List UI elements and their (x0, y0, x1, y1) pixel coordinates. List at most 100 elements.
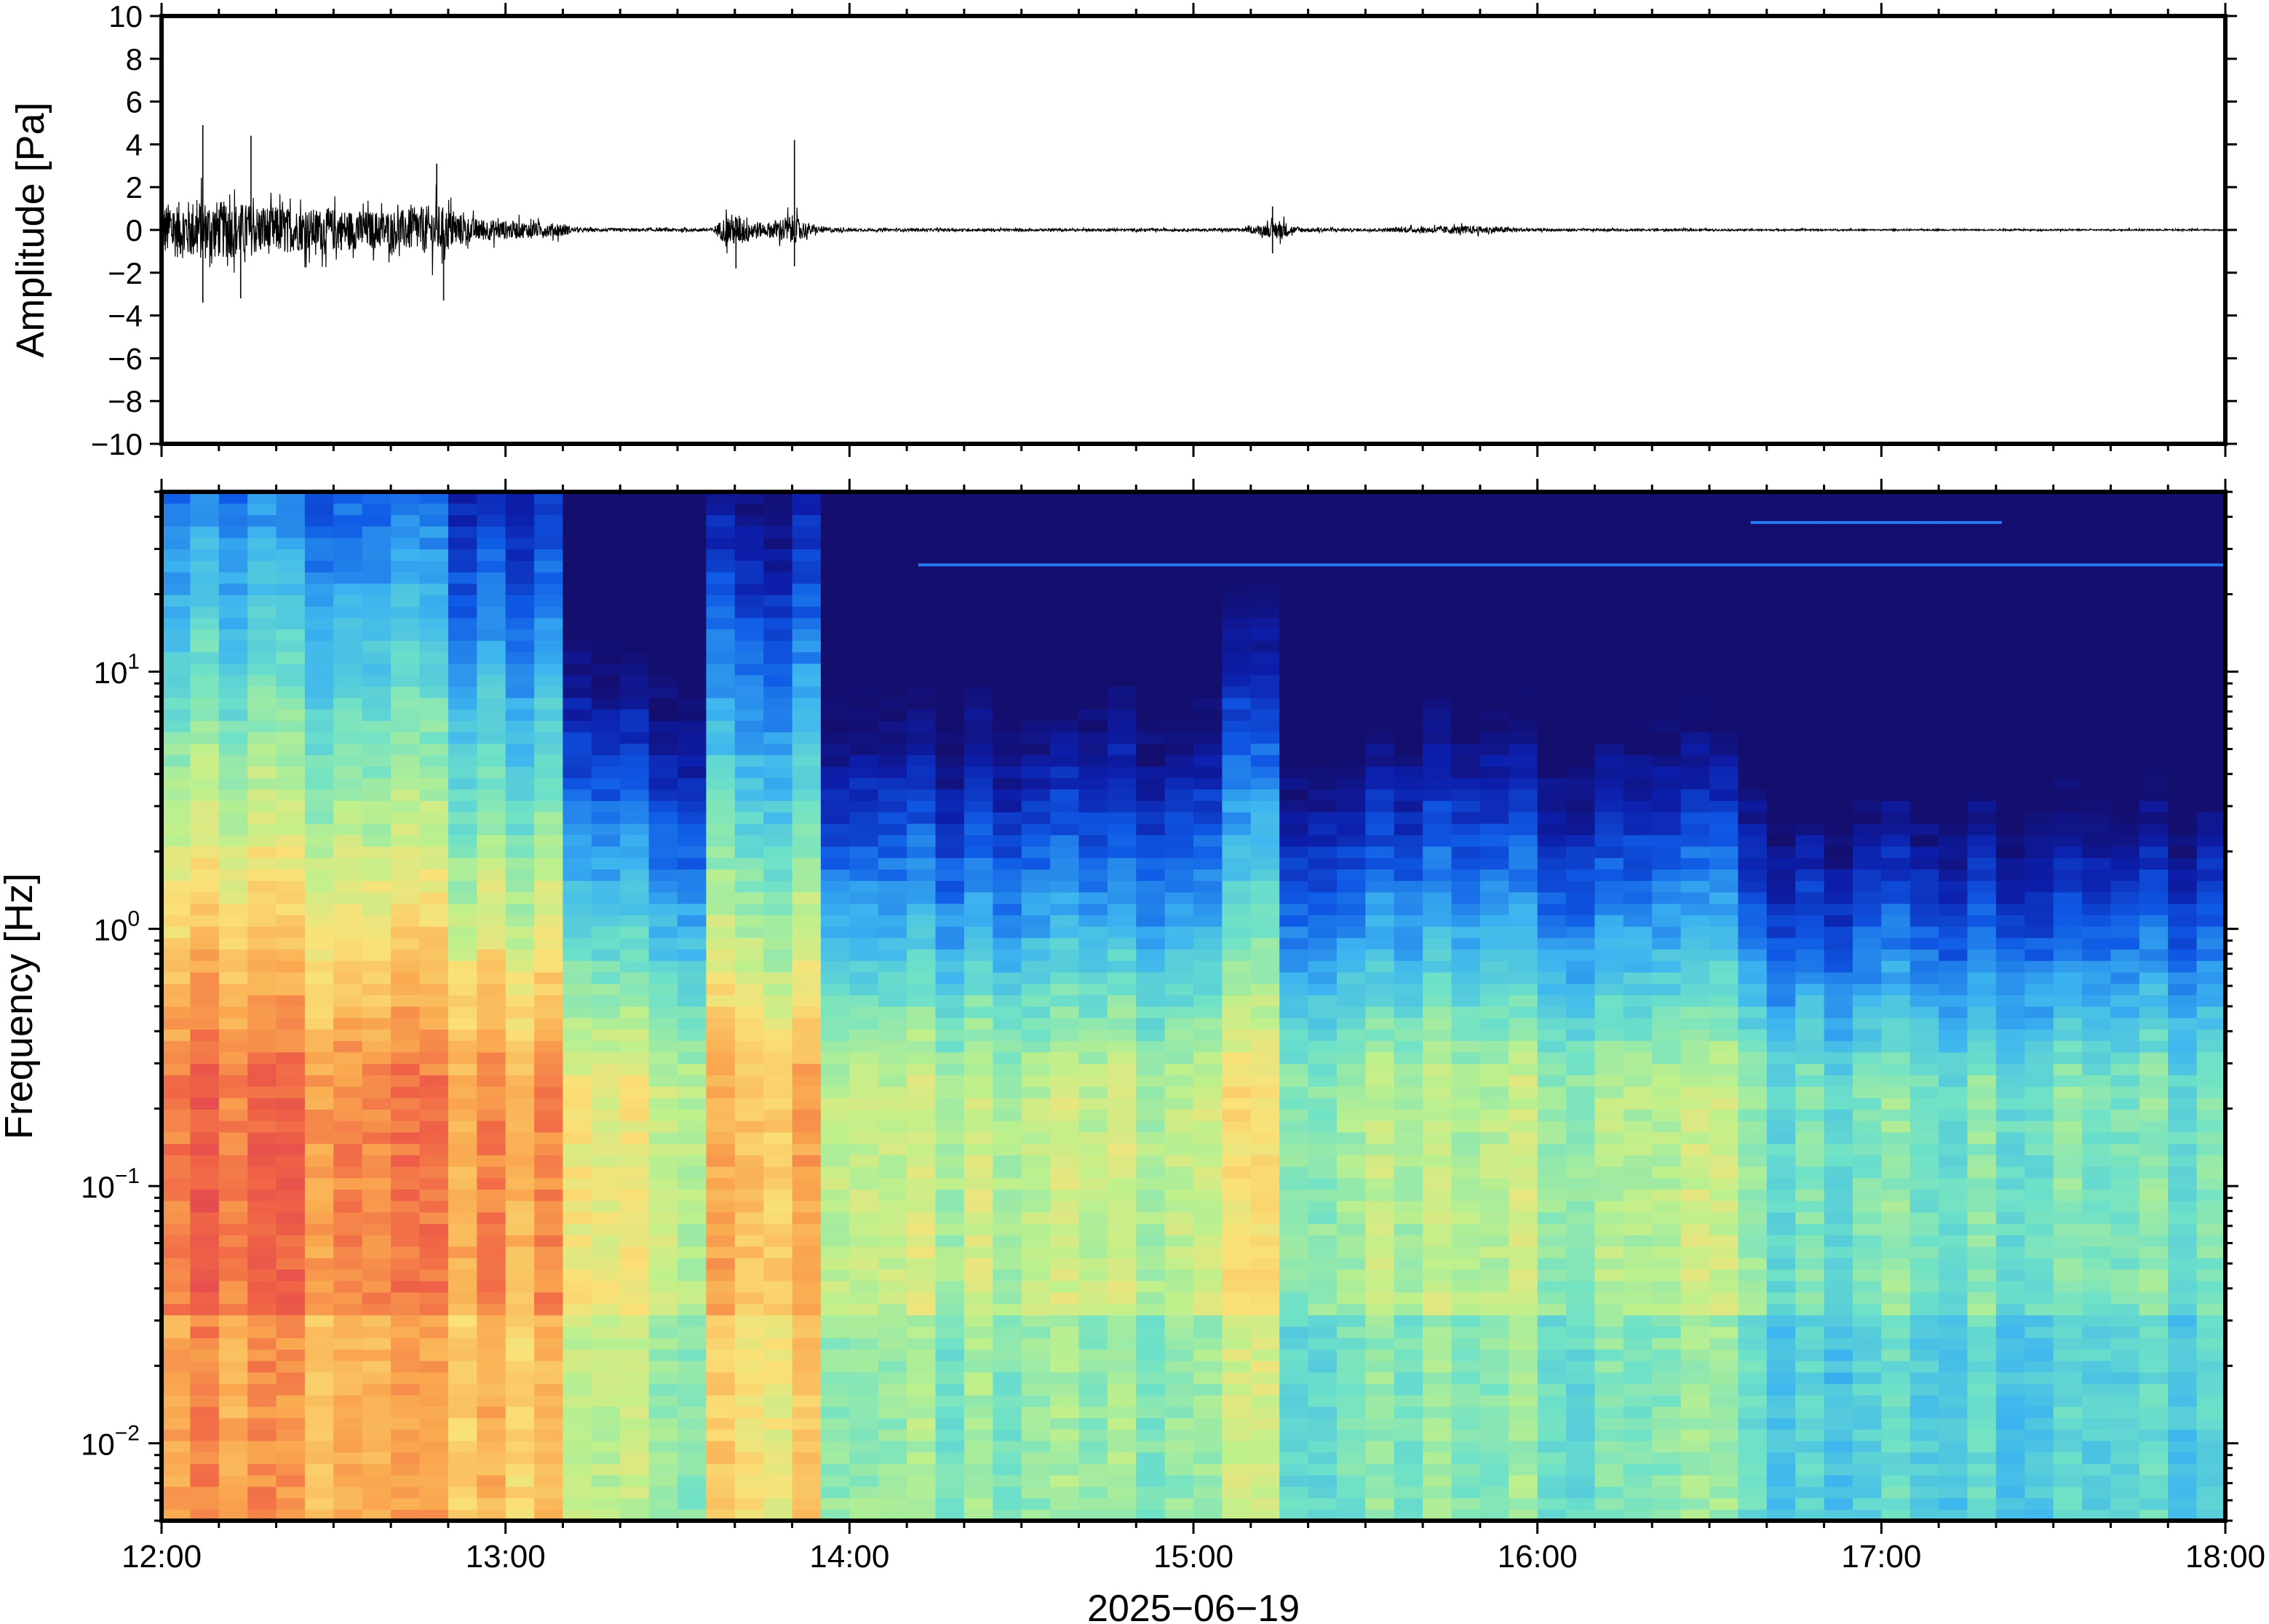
spectrogram-cell (849, 1417, 879, 1430)
spectrogram-cell (247, 503, 277, 515)
spectrogram-cell (1451, 1051, 1481, 1064)
spectrogram-cell (162, 1361, 191, 1373)
spectrogram-cell (763, 720, 793, 733)
spectrogram-cell (534, 800, 564, 813)
spectrogram-cell (1107, 537, 1137, 550)
spectrogram-cell (1594, 514, 1624, 527)
spectrogram-cell (362, 1281, 392, 1293)
spectrogram-cell (333, 663, 363, 675)
spectrogram-cell (448, 1291, 477, 1305)
spectrogram-cell (1509, 629, 1538, 641)
spectrogram-cell (963, 1235, 993, 1247)
spectrogram-cell (391, 1155, 421, 1167)
spectrogram-cell (1680, 1383, 1710, 1396)
spectrogram-cell (1451, 1441, 1481, 1453)
spectrogram-cell (849, 1189, 879, 1201)
spectrogram-cell (878, 1246, 907, 1259)
spectrogram-cell (792, 514, 822, 527)
spectrogram-cell (1279, 1281, 1309, 1293)
spectrogram-cell (1222, 686, 1252, 698)
spectrogram-cell (1423, 1075, 1453, 1087)
spectrogram-cell (1479, 583, 1509, 595)
spectrogram-cell (935, 572, 965, 584)
spectrogram-cell (505, 891, 535, 904)
spectrogram-cell (477, 686, 506, 698)
spectrogram-cell (792, 949, 822, 961)
spectrogram-cell (591, 1223, 621, 1235)
spectrogram-cell (1021, 709, 1051, 721)
spectrogram-cell (993, 1361, 1022, 1373)
spectrogram-cell (534, 572, 564, 584)
spectrogram-cell (1021, 1395, 1051, 1407)
spectrogram-cell (591, 995, 621, 1007)
spectrogram-cell (1365, 846, 1395, 859)
spectrogram-cell (1078, 926, 1108, 939)
spectrogram-cell (677, 560, 707, 573)
spectrogram-cell (505, 926, 535, 939)
spectrogram-cell (1451, 846, 1481, 859)
spectrogram-cell (563, 709, 592, 721)
spectrogram-cell (1078, 835, 1108, 847)
spectrogram-cell (591, 1131, 621, 1145)
spectrogram-cell (276, 823, 306, 835)
spectrogram-cell (1623, 1006, 1653, 1019)
spectrogram-cell (333, 1166, 363, 1179)
spectrogram-cell (1222, 823, 1252, 835)
spectrogram-cell (591, 800, 621, 813)
spectrogram-cell (1623, 915, 1653, 927)
spectrogram-cell (1164, 1497, 1194, 1510)
spectrogram-cell (1423, 1131, 1453, 1145)
spectrogram-cell (1394, 663, 1423, 675)
spectrogram-cell (849, 1497, 879, 1510)
spectrogram-cell (763, 1166, 793, 1179)
spectrogram-cell (563, 1395, 592, 1407)
spectrogram-cell (963, 1509, 993, 1521)
spectrogram-cell (620, 1029, 650, 1041)
spectrogram-cell (304, 1223, 334, 1235)
spectrogram-cell (1566, 572, 1596, 584)
spectrogram-cell (362, 594, 392, 607)
spectrogram-cell (1479, 1452, 1509, 1464)
spectrogram-cell (907, 1155, 937, 1167)
spectrogram-cell (763, 1337, 793, 1350)
spectrogram-cell (1021, 1429, 1051, 1441)
spectrogram-cell (563, 1497, 592, 1510)
spectrogram-cell (792, 1155, 822, 1167)
spectrogram-cell (620, 1281, 650, 1293)
spectrogram-cell (1308, 1383, 1338, 1396)
spectrogram-cell (391, 720, 421, 733)
spectrogram-cell (591, 1189, 621, 1201)
spectrogram-cell (792, 674, 822, 687)
spectrogram-cell (734, 1006, 764, 1019)
spectrogram-cell (391, 503, 421, 515)
spectrogram-cell (1308, 1417, 1338, 1430)
spectrogram-cell (792, 1383, 822, 1396)
spectrogram-cell (333, 674, 363, 687)
spectrogram-cell (1193, 777, 1223, 790)
spectrogram-cell (1537, 755, 1567, 767)
spectrogram-cell (304, 1395, 334, 1407)
spectrogram-cell (1509, 549, 1538, 561)
spectrogram-cell (849, 663, 879, 675)
spectrogram-cell (391, 1223, 421, 1235)
spectrogram-cell (1566, 971, 1596, 984)
spectrogram-cell (648, 617, 678, 630)
spectrogram-cell (1279, 1235, 1309, 1247)
spectrogram-cell (304, 1497, 334, 1510)
spectrogram-cell (1509, 1372, 1538, 1385)
spectrogram-cell (247, 1486, 277, 1499)
spectrogram-cell (1451, 674, 1481, 687)
spectrogram-cell (1479, 949, 1509, 961)
spectrogram-cell (477, 1235, 506, 1247)
spectrogram-cell (1193, 1040, 1223, 1053)
spectrogram-cell (190, 1509, 220, 1521)
spectrogram-cell (1423, 1223, 1453, 1235)
spectrogram-cell (190, 1121, 220, 1133)
spectrogram-cell (1050, 1097, 1080, 1110)
spectrogram-cell (1652, 1326, 1682, 1339)
spectrogram-cell (304, 1235, 334, 1247)
spectrogram-cell (1594, 1395, 1624, 1407)
spectrogram-cell (963, 709, 993, 721)
spectrogram-cell (1222, 1395, 1252, 1407)
spectrogram-cell (763, 1086, 793, 1099)
